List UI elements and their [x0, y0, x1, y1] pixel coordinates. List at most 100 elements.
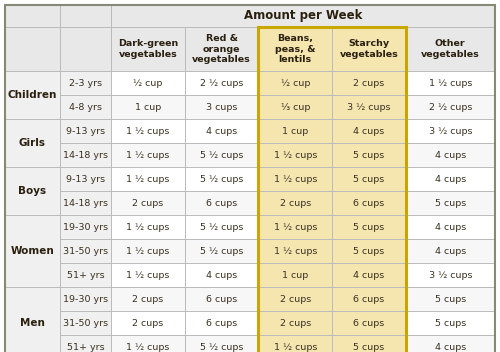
Bar [258, 239, 332, 263]
Text: 2 cups: 2 cups [280, 319, 311, 327]
Text: 5 cups: 5 cups [434, 319, 466, 327]
Bar [406, 239, 495, 263]
Bar [185, 191, 258, 215]
Bar [112, 287, 185, 311]
Bar [258, 335, 332, 352]
Text: 6 cups: 6 cups [206, 199, 238, 207]
Bar [112, 335, 185, 352]
Bar [406, 287, 495, 311]
Text: 6 cups: 6 cups [353, 295, 384, 303]
Bar [332, 95, 406, 119]
Bar [185, 311, 258, 335]
Bar [332, 191, 406, 215]
Text: 4 cups: 4 cups [434, 151, 466, 159]
Text: 19-30 yrs: 19-30 yrs [63, 222, 108, 232]
Text: 1 ½ cups: 1 ½ cups [126, 151, 170, 159]
Bar [406, 311, 495, 335]
Bar [185, 71, 258, 95]
Text: 6 cups: 6 cups [353, 319, 384, 327]
Bar [258, 215, 332, 239]
Text: 9-13 yrs: 9-13 yrs [66, 126, 105, 136]
Text: 5 cups: 5 cups [353, 222, 384, 232]
Text: 1 ½ cups: 1 ½ cups [274, 246, 317, 256]
Text: 4 cups: 4 cups [434, 175, 466, 183]
Text: 1 cup: 1 cup [282, 270, 308, 279]
Bar [258, 27, 406, 352]
Bar [5, 5, 60, 27]
Text: 1 ½ cups: 1 ½ cups [274, 342, 317, 352]
Bar [185, 167, 258, 191]
Text: 5 cups: 5 cups [353, 175, 384, 183]
Bar [406, 191, 495, 215]
Bar [332, 143, 406, 167]
Text: 2 cups: 2 cups [353, 78, 384, 88]
Bar [332, 119, 406, 143]
Bar [332, 215, 406, 239]
Text: Other
vegetables: Other vegetables [421, 39, 480, 59]
Text: Men: Men [20, 318, 45, 328]
Text: 1 cup: 1 cup [282, 126, 308, 136]
Bar [5, 215, 60, 287]
Text: 3 ½ cups: 3 ½ cups [428, 126, 472, 136]
Bar [5, 167, 60, 215]
Bar [258, 95, 332, 119]
Text: 14-18 yrs: 14-18 yrs [63, 151, 108, 159]
Bar [60, 143, 112, 167]
Text: 5 ½ cups: 5 ½ cups [200, 175, 244, 183]
Bar [406, 263, 495, 287]
Text: 5 ½ cups: 5 ½ cups [200, 246, 244, 256]
Bar [60, 311, 112, 335]
Bar [258, 71, 332, 95]
Bar [185, 263, 258, 287]
Bar [60, 335, 112, 352]
Text: 4 cups: 4 cups [353, 126, 384, 136]
Text: 51+ yrs: 51+ yrs [66, 270, 104, 279]
Bar [332, 239, 406, 263]
Text: Amount per Week: Amount per Week [244, 10, 362, 23]
Text: 5 cups: 5 cups [434, 295, 466, 303]
Bar [332, 335, 406, 352]
Text: Girls: Girls [19, 138, 46, 148]
Bar [112, 167, 185, 191]
Bar [112, 239, 185, 263]
Bar [406, 215, 495, 239]
Bar [112, 143, 185, 167]
Text: 4-8 yrs: 4-8 yrs [69, 102, 102, 112]
Bar [185, 95, 258, 119]
Text: 31-50 yrs: 31-50 yrs [63, 246, 108, 256]
Bar [60, 27, 112, 71]
Bar [258, 143, 332, 167]
Bar [332, 263, 406, 287]
Bar [185, 27, 258, 71]
Text: ½ cup: ½ cup [134, 78, 163, 88]
Bar [60, 119, 112, 143]
Bar [112, 191, 185, 215]
Text: 5 cups: 5 cups [353, 342, 384, 352]
Bar [406, 167, 495, 191]
Bar [185, 119, 258, 143]
Text: 1 ½ cups: 1 ½ cups [126, 126, 170, 136]
Bar [5, 27, 60, 71]
Bar [332, 287, 406, 311]
Bar [5, 119, 60, 167]
Bar [406, 119, 495, 143]
Bar [112, 311, 185, 335]
Bar [112, 95, 185, 119]
Bar [112, 215, 185, 239]
Bar [406, 143, 495, 167]
Text: 4 cups: 4 cups [434, 246, 466, 256]
Bar [332, 311, 406, 335]
Text: Beans,
peas, &
lentils: Beans, peas, & lentils [275, 34, 316, 64]
Bar [112, 71, 185, 95]
Text: 2 cups: 2 cups [132, 199, 164, 207]
Text: 2 ½ cups: 2 ½ cups [428, 102, 472, 112]
Text: 2 cups: 2 cups [132, 295, 164, 303]
Text: Children: Children [8, 90, 57, 100]
Bar [258, 311, 332, 335]
Text: 5 ½ cups: 5 ½ cups [200, 151, 244, 159]
Bar [112, 27, 185, 71]
Bar [332, 167, 406, 191]
Text: 1 ½ cups: 1 ½ cups [126, 222, 170, 232]
Bar [60, 263, 112, 287]
Text: 51+ yrs: 51+ yrs [66, 342, 104, 352]
